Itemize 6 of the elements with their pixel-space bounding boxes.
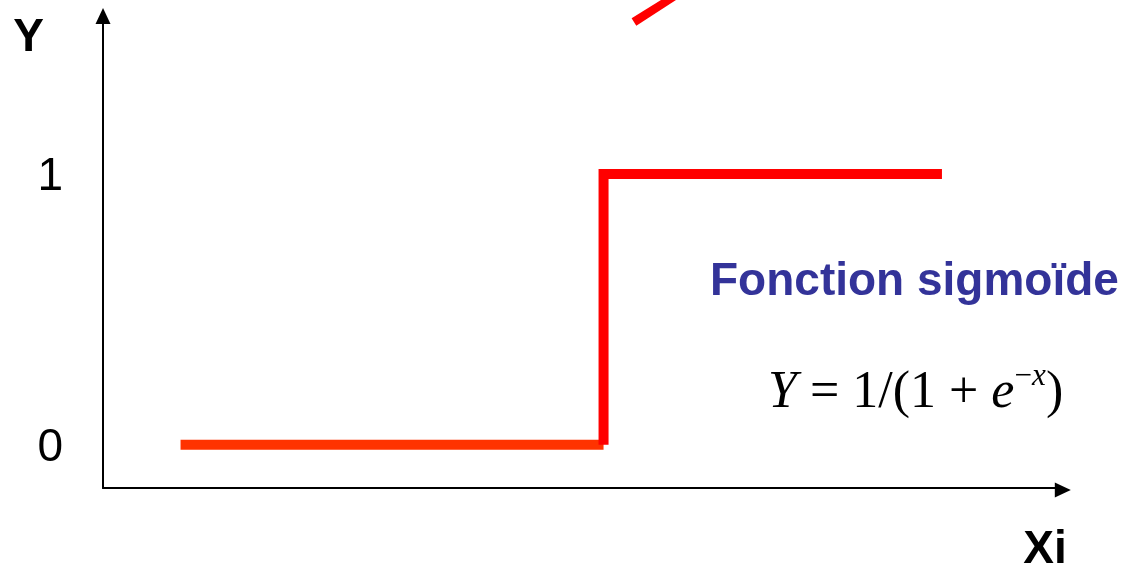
x-axis-title: Xi bbox=[1023, 521, 1067, 570]
y-tick-label: 1 bbox=[37, 148, 63, 200]
y-axis-title: Y bbox=[13, 9, 44, 61]
annotation: Y = 1/(1 + e$^{−}$$^{x}$) bbox=[768, 356, 1064, 418]
annotation: Fonction sigmoïde bbox=[710, 253, 1119, 305]
y-tick-label: 0 bbox=[37, 418, 63, 471]
